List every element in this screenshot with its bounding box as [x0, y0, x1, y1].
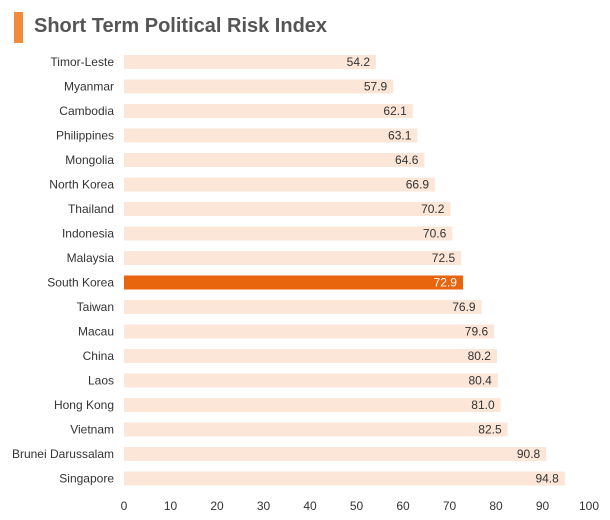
value-label-north-korea: 66.9: [406, 178, 430, 192]
category-label-north-korea: North Korea: [49, 178, 114, 192]
value-label-south-korea: 72.9: [434, 276, 458, 290]
bar-cambodia: [124, 104, 413, 118]
value-label-china: 80.2: [468, 349, 492, 363]
bar-indonesia: [124, 226, 453, 241]
bar-north-korea: [124, 177, 436, 192]
category-label-thailand: Thailand: [68, 202, 114, 216]
category-label-myanmar: Myanmar: [64, 80, 114, 94]
bar-macau: [124, 324, 495, 339]
bar-malaysia: [124, 251, 462, 265]
value-label-myanmar: 57.9: [364, 80, 388, 94]
value-label-mongolia: 64.6: [395, 153, 419, 167]
category-label-timor-leste: Timor-Leste: [50, 55, 114, 69]
x-tick-label-80: 80: [489, 499, 503, 513]
bar-timor-leste: [124, 55, 377, 69]
x-tick-label-30: 30: [257, 499, 271, 513]
x-tick-label-0: 0: [121, 499, 128, 513]
category-label-philippines: Philippines: [56, 129, 114, 143]
value-label-macau: 79.6: [465, 325, 489, 339]
value-label-vietnam: 82.5: [478, 423, 502, 437]
category-label-laos: Laos: [88, 374, 114, 388]
category-label-macau: Macau: [78, 325, 114, 339]
category-label-cambodia: Cambodia: [59, 104, 114, 118]
bar-thailand: [124, 202, 451, 216]
category-label-taiwan: Taiwan: [77, 300, 114, 314]
bar-taiwan: [124, 300, 482, 314]
x-tick-label-60: 60: [396, 499, 410, 513]
category-label-indonesia: Indonesia: [62, 227, 114, 241]
x-tick-label-90: 90: [536, 499, 550, 513]
chart-title: Short Term Political Risk Index: [34, 15, 328, 37]
bar-brunei-darussalam: [124, 447, 547, 461]
category-label-mongolia: Mongolia: [65, 153, 114, 167]
category-label-malaysia: Malaysia: [67, 251, 115, 265]
value-label-hong-kong: 81.0: [471, 398, 495, 412]
value-label-laos: 80.4: [469, 374, 493, 388]
title-accent-bar: [14, 12, 23, 43]
bar-vietnam: [124, 422, 508, 437]
value-label-philippines: 63.1: [388, 129, 412, 143]
bar-mongolia: [124, 153, 425, 167]
x-tick-label-20: 20: [210, 499, 224, 513]
category-label-singapore: Singapore: [59, 472, 114, 486]
value-label-indonesia: 70.6: [423, 227, 447, 241]
bar-myanmar: [124, 79, 394, 94]
bar-hong-kong: [124, 398, 501, 412]
value-label-cambodia: 62.1: [383, 104, 407, 118]
category-label-brunei-darussalam: Brunei Darussalam: [12, 447, 114, 461]
x-tick-label-10: 10: [164, 499, 178, 513]
value-label-timor-leste: 54.2: [347, 55, 371, 69]
value-label-singapore: 94.8: [535, 472, 559, 486]
bar-china: [124, 349, 497, 363]
category-label-china: China: [83, 349, 115, 363]
category-label-vietnam: Vietnam: [70, 423, 114, 437]
bar-south-korea: [124, 275, 463, 290]
value-label-taiwan: 76.9: [452, 300, 476, 314]
bar-singapore: [124, 471, 565, 486]
category-label-hong-kong: Hong Kong: [54, 398, 114, 412]
value-label-brunei-darussalam: 90.8: [517, 447, 541, 461]
x-tick-label-40: 40: [303, 499, 317, 513]
x-tick-label-70: 70: [443, 499, 457, 513]
bar-philippines: [124, 128, 418, 143]
value-label-malaysia: 72.5: [432, 251, 456, 265]
value-label-thailand: 70.2: [421, 202, 445, 216]
x-tick-label-100: 100: [579, 499, 599, 513]
x-tick-label-50: 50: [350, 499, 364, 513]
bar-laos: [124, 373, 498, 388]
category-label-south-korea: South Korea: [47, 276, 114, 290]
